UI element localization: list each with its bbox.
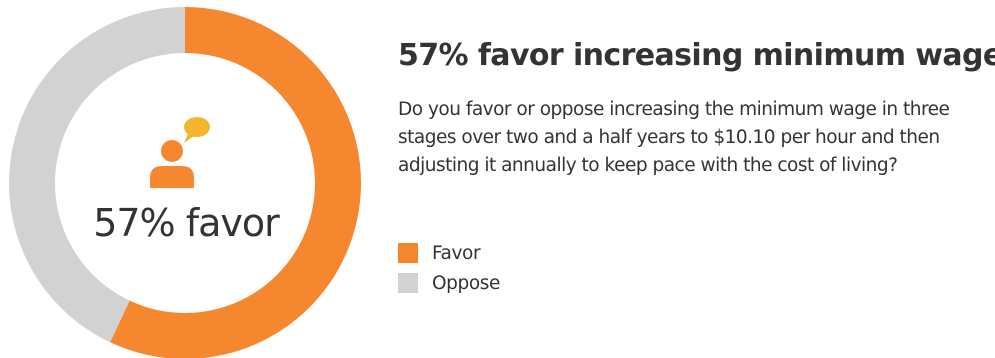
legend: Favor Oppose: [398, 238, 500, 298]
survey-question: Do you favor or oppose increasing the mi…: [398, 99, 950, 176]
chart-title: 57% favor increasing minimum wage: [398, 38, 995, 73]
legend-label-favor: Favor: [432, 242, 481, 264]
legend-item-favor: Favor: [398, 238, 500, 268]
legend-swatch-favor: [398, 243, 418, 263]
legend-swatch-oppose: [398, 273, 418, 293]
donut-slice-oppose: [9, 7, 185, 343]
text-block: 57% favor increasing minimum wage Do you…: [398, 36, 995, 180]
legend-label-oppose: Oppose: [432, 272, 500, 294]
donut-svg: [9, 7, 361, 358]
center-label: 57% favor: [93, 201, 280, 245]
person-speech-bubble-icon: [148, 112, 218, 192]
legend-item-oppose: Oppose: [398, 268, 500, 298]
donut-chart: 57% favor: [0, 0, 372, 358]
donut-slice-favor: [110, 7, 361, 358]
